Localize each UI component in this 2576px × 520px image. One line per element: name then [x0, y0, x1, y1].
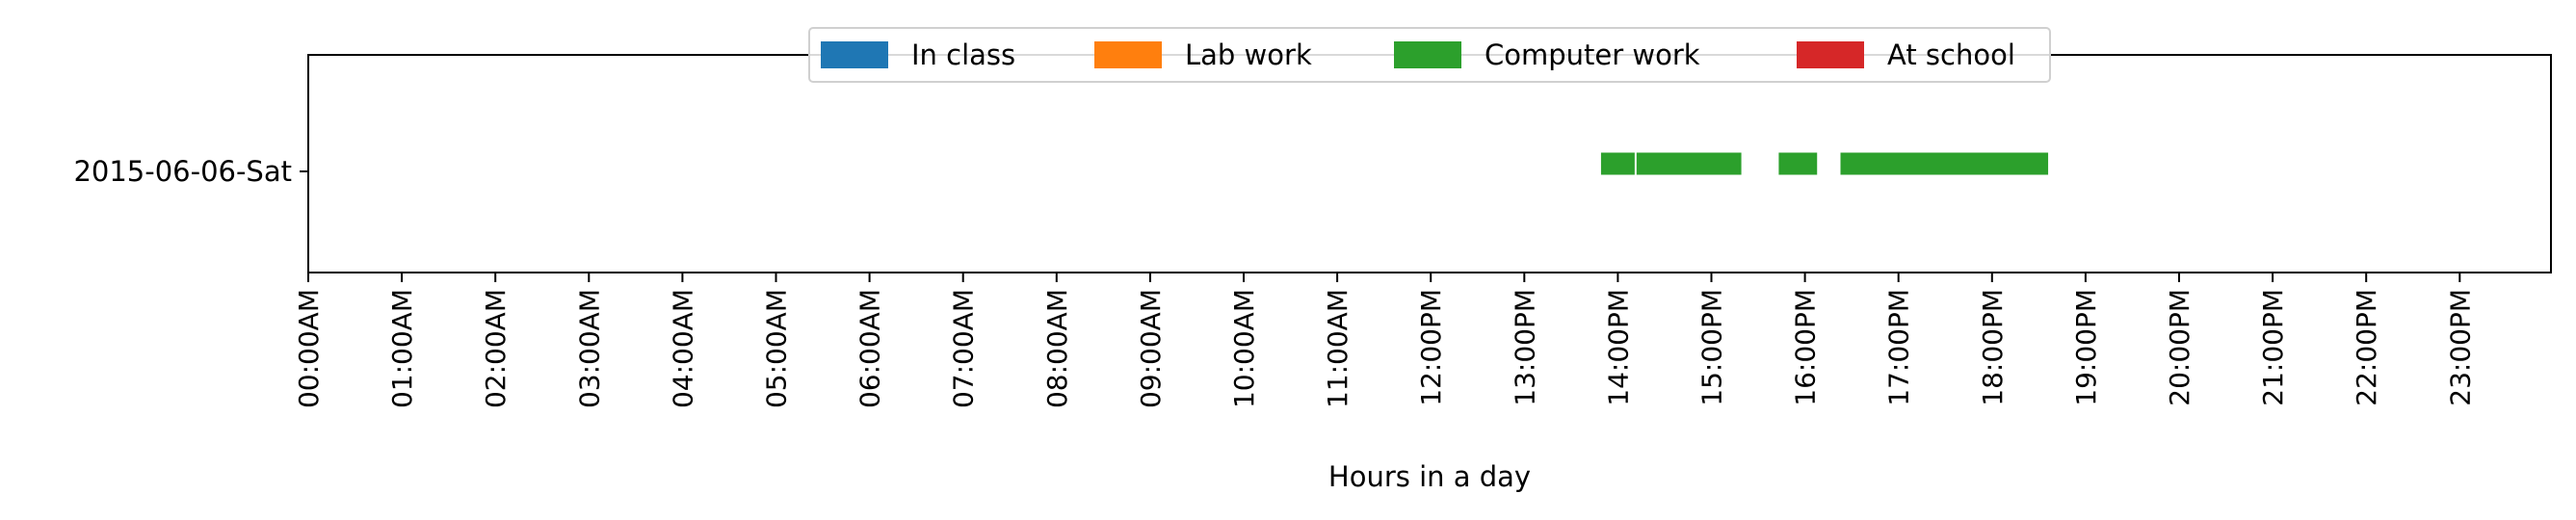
x-tick-label: 06:00AM: [854, 289, 886, 408]
x-tick-label: 00:00AM: [293, 289, 325, 408]
x-tick-label: 10:00AM: [1228, 289, 1260, 408]
x-tick-label: 17:00PM: [1883, 289, 1915, 406]
x-tick-label: 14:00PM: [1602, 289, 1634, 406]
x-tick-label: 03:00AM: [573, 289, 605, 408]
legend-swatch: [1394, 41, 1461, 68]
x-tick-label: 20:00PM: [2164, 289, 2195, 406]
legend-swatch: [1797, 41, 1864, 68]
x-axis: 00:00AM 01:00AM 02:00AM 03:00AM 04:00AM 05:00…: [293, 273, 2476, 408]
legend-swatch: [1094, 41, 1162, 68]
legend-label: At school: [1887, 39, 2015, 71]
x-tick-label: 16:00PM: [1790, 289, 1822, 406]
plot-marks: [1600, 152, 2049, 175]
legend-swatch: [821, 41, 888, 68]
x-tick-label: 23:00PM: [2444, 289, 2476, 406]
legend-label: Computer work: [1485, 39, 1700, 71]
x-tick-label: 22:00PM: [2351, 289, 2382, 406]
legend: In class Lab work Computer work At school: [808, 27, 2051, 83]
interval-bar: [1840, 152, 2049, 175]
y-tick-label: 2015-06-06-Sat: [73, 155, 292, 188]
legend-label: Lab work: [1185, 39, 1312, 71]
x-tick-label: 21:00PM: [2257, 289, 2289, 406]
x-tick-label: 05:00AM: [761, 289, 793, 408]
interval-bar: [1600, 152, 1635, 175]
x-tick-label: 07:00AM: [948, 289, 980, 408]
interval-bar: [1778, 152, 1818, 175]
x-tick-label: 11:00AM: [1322, 289, 1354, 408]
x-tick-label: 15:00PM: [1696, 289, 1728, 406]
x-tick-label: 08:00AM: [1041, 289, 1073, 408]
x-tick-label: 13:00PM: [1509, 289, 1540, 406]
x-tick-label: 02:00AM: [480, 289, 512, 408]
x-tick-label: 04:00AM: [667, 289, 698, 408]
x-tick-label: 01:00AM: [386, 289, 418, 408]
x-axis-label: Hours in a day: [1328, 460, 1531, 493]
x-tick-label: 12:00PM: [1415, 289, 1447, 406]
legend-label: In class: [911, 39, 1015, 71]
x-tick-label: 09:00AM: [1135, 289, 1167, 408]
interval-bar: [1636, 152, 1742, 175]
x-tick-label: 18:00PM: [1977, 289, 2009, 406]
y-axis: 2015-06-06-Sat: [73, 155, 308, 188]
x-tick-label: 19:00PM: [2070, 289, 2102, 406]
